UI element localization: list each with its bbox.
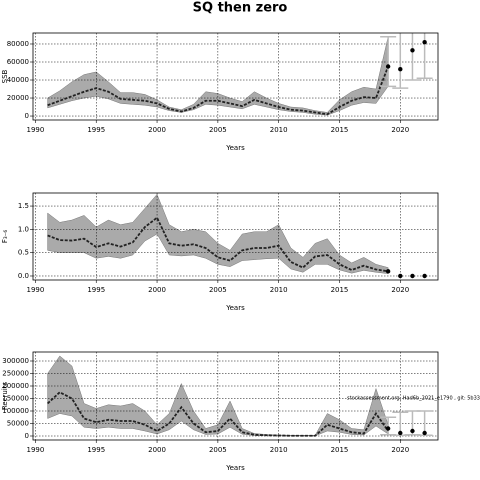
- x-tick-label: 1990: [27, 286, 45, 294]
- x-tick-label: 2010: [270, 446, 288, 454]
- y-axis-label: Recruits: [1, 381, 9, 410]
- y-tick-label: 300000: [2, 357, 29, 365]
- chart-title: SQ then zero: [193, 1, 288, 16]
- y-tick-label: 250000: [2, 370, 29, 378]
- y-tick-label: 0.0: [18, 272, 29, 280]
- x-tick-label: 2010: [270, 126, 288, 134]
- estimate-line: [47, 216, 389, 273]
- annotation: stockassessment.org, Had6b_2021_e1790 , …: [347, 396, 480, 402]
- x-tick-label: 1995: [87, 286, 105, 294]
- y-tick-label: 200000: [2, 382, 29, 390]
- x-tick-label: 1990: [27, 446, 45, 454]
- forecast-point: [410, 48, 415, 53]
- forecast-point: [398, 430, 403, 436]
- x-tick-label: 2000: [148, 286, 166, 294]
- plot-area: [33, 193, 438, 280]
- x-tick-label: 2010: [270, 286, 288, 294]
- forecast-point: [398, 273, 403, 279]
- plot-area: [33, 352, 438, 440]
- y-tick-label: 60000: [7, 58, 29, 66]
- forecast-point: [385, 269, 391, 274]
- y-tick-label: 100000: [2, 407, 29, 415]
- forecast-point: [410, 428, 415, 434]
- x-tick-label: 2005: [209, 126, 227, 134]
- y-tick-label: 0: [25, 432, 29, 440]
- y-tick-label: 0: [25, 112, 29, 120]
- y-tick-label: 80000: [7, 40, 29, 48]
- y-tick-label: 40000: [7, 76, 29, 84]
- y-tick-label: 0.5: [18, 249, 29, 257]
- y-tick-label: 1.0: [18, 225, 29, 233]
- forecast-point: [422, 430, 427, 436]
- x-tick-label: 1990: [27, 126, 45, 134]
- x-tick-label: 2020: [391, 286, 409, 294]
- y-tick-label: 20000: [7, 94, 29, 102]
- y-axis-label: SSB: [1, 69, 9, 83]
- forecast-point: [422, 273, 427, 279]
- x-tick-label: 2000: [148, 446, 166, 454]
- x-tick-label: 1995: [87, 126, 105, 134]
- x-tick-label: 2005: [209, 446, 227, 454]
- plot-frame: [32, 32, 439, 121]
- plot-frame: [32, 351, 439, 441]
- forecast-point: [398, 67, 403, 72]
- x-tick-label: 2020: [391, 126, 409, 134]
- plot-frame: [32, 192, 439, 281]
- x-axis-label: Years: [225, 144, 245, 152]
- x-tick-label: 1995: [87, 446, 105, 454]
- x-tick-label: 2005: [209, 286, 227, 294]
- y-tick-label: 1.5: [18, 202, 29, 210]
- x-tick-label: 2015: [331, 446, 349, 454]
- forecast-point: [422, 39, 427, 45]
- estimate-line: [47, 66, 389, 116]
- y-tick-label: 50000: [7, 420, 29, 428]
- x-tick-label: 2015: [331, 286, 349, 294]
- estimate-line: [46, 391, 389, 437]
- x-axis-label: Years: [225, 464, 245, 472]
- forecast-point: [385, 64, 391, 69]
- forecast-point: [410, 273, 415, 279]
- forecast-point: [385, 426, 391, 431]
- y-axis-label: F₃₋₆: [1, 230, 9, 244]
- y-tick-label: 150000: [2, 395, 29, 403]
- x-axis-label: Years: [225, 304, 245, 312]
- x-tick-label: 2020: [391, 446, 409, 454]
- x-tick-label: 2000: [148, 126, 166, 134]
- plot-area: [33, 33, 438, 120]
- x-tick-label: 2015: [331, 126, 349, 134]
- confidence-band: [47, 193, 389, 274]
